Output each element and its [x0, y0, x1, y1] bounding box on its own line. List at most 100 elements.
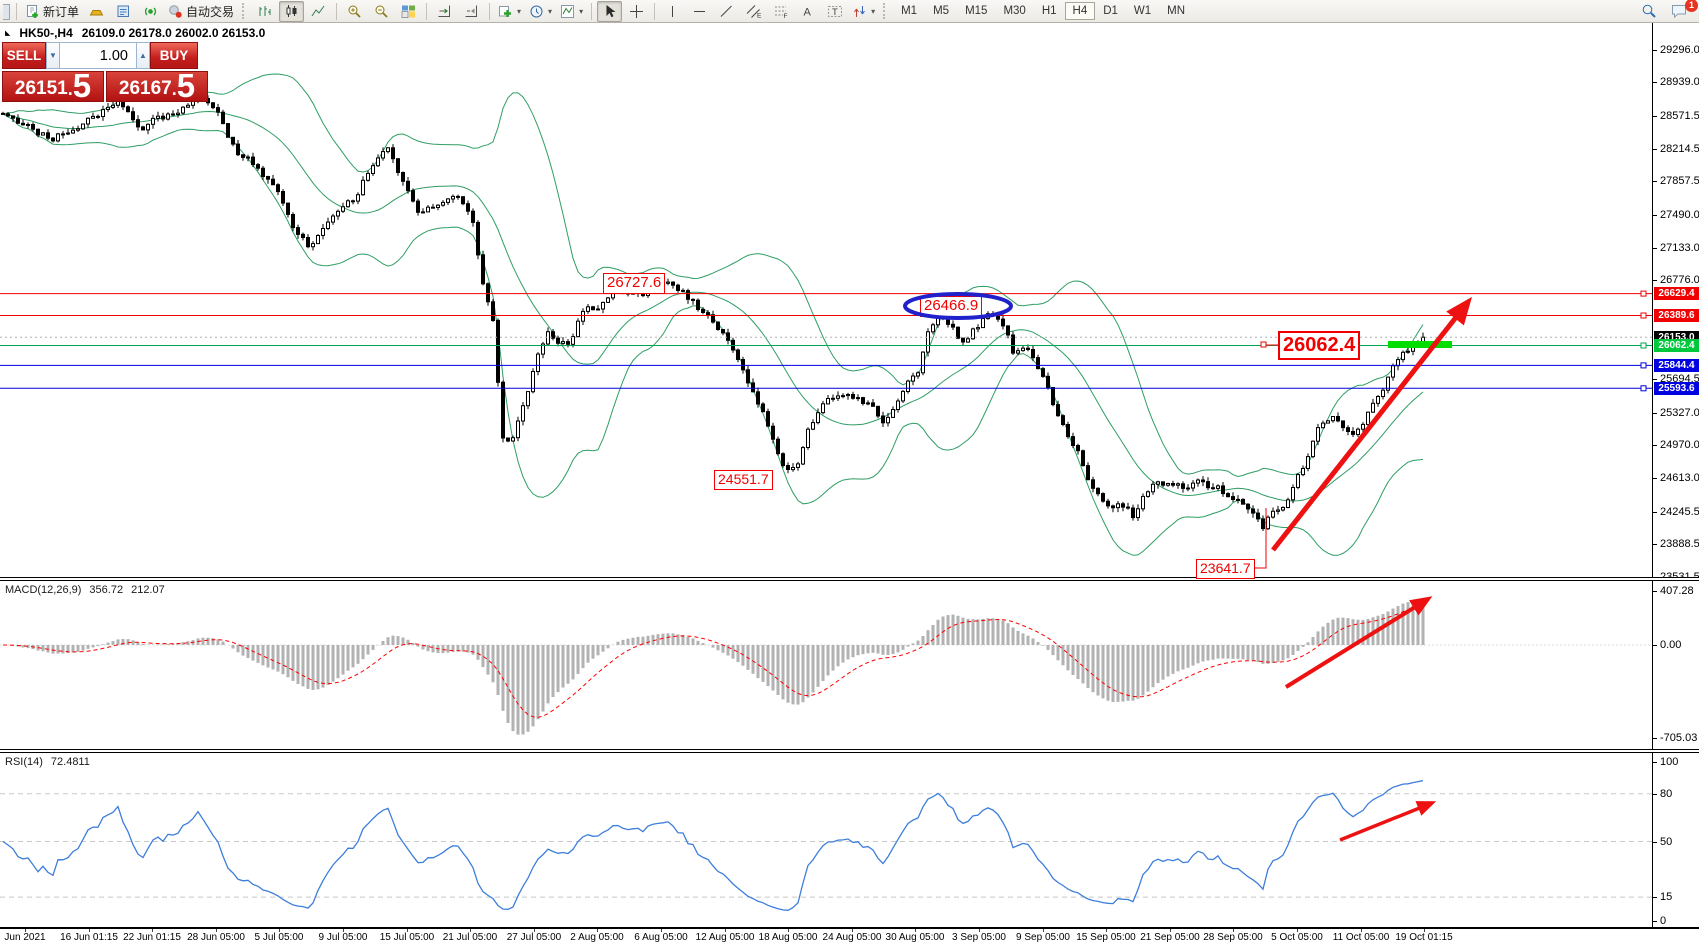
- svg-text:E: E: [757, 12, 762, 19]
- date-tick-mark: [725, 929, 726, 932]
- new-order-button[interactable]: 新订单: [22, 1, 82, 22]
- hline-price-label: 26062.4: [1654, 338, 1699, 352]
- indicators-icon: [561, 4, 575, 18]
- price-tick-label: 29296.0: [1660, 43, 1699, 56]
- zoom-in-button[interactable]: [342, 1, 367, 22]
- arrows-tool-icon: [854, 5, 865, 17]
- fibonacci-button[interactable]: F: [768, 1, 793, 22]
- bid-price-box[interactable]: 26151. 5: [2, 69, 104, 102]
- buy-button[interactable]: BUY: [150, 42, 198, 69]
- axis-tick-mark: [1653, 478, 1657, 480]
- chevron-down-icon: ▾: [871, 6, 876, 16]
- timeframe-m5[interactable]: M5: [933, 5, 950, 17]
- signal-icon: [144, 7, 157, 15]
- buy-label: BUY: [159, 48, 189, 63]
- symbol-marker-icon: ◣: [5, 30, 11, 37]
- fibonacci-icon: F: [774, 6, 787, 19]
- chat-button[interactable]: 1: [1667, 0, 1698, 22]
- sell-button[interactable]: SELL: [2, 42, 46, 69]
- line-chart-button[interactable]: [306, 1, 331, 22]
- date-tick-mark: [279, 929, 280, 932]
- toolbar-right-group: 1: [1636, 0, 1698, 22]
- date-tick-mark: [661, 929, 662, 932]
- toolbar-separator: [16, 2, 17, 20]
- toolbar-grip: [242, 3, 247, 19]
- timeframe-h4[interactable]: H4: [1064, 2, 1096, 20]
- timeframe-d1[interactable]: D1: [1103, 5, 1118, 17]
- vertical-line-button[interactable]: [660, 1, 685, 22]
- arrows-tool-button[interactable]: ▾: [849, 1, 878, 22]
- date-axis[interactable]: Jun 2021 16 Jun 01:15 22 Jun 01:15 28 Jun 0…: [0, 929, 1652, 944]
- zoom-out-button[interactable]: [369, 1, 394, 22]
- date-tick-label: 3 Sep 05:00: [952, 932, 1006, 943]
- date-tick-mark: [1297, 929, 1298, 932]
- annotation-price-label[interactable]: 26727.6: [603, 273, 666, 294]
- timeframe-h1[interactable]: H1: [1041, 5, 1057, 17]
- price-axis[interactable]: 29296.0 28939.0 28571.5 28214.5 27857.5 27490…: [1652, 23, 1699, 927]
- horizontal-line-button[interactable]: [687, 1, 712, 22]
- axis-tick-mark: [1653, 412, 1657, 414]
- date-tick-label: 28 Jun 05:00: [187, 932, 245, 943]
- price-tick-label: 0.00: [1660, 639, 1682, 651]
- date-tick-label: 19 Oct 01:15: [1395, 932, 1453, 943]
- ask-price-box[interactable]: 26167. 5: [106, 69, 208, 102]
- new-chart-button[interactable]: ▾: [495, 1, 524, 22]
- annotation-price-label[interactable]: 26466.9: [920, 296, 983, 317]
- price-tick-label: 27857.5: [1660, 175, 1699, 188]
- panel-separator[interactable]: [0, 749, 1699, 753]
- shift-chart-end-icon: [438, 5, 451, 17]
- price-tick-label: 28571.5: [1660, 109, 1699, 122]
- price-tick-label: 25327.0: [1660, 406, 1699, 419]
- date-tick-label: 2 Aug 05:00: [570, 932, 624, 943]
- one-click-trade-panel: SELL ▼ 1.00 ▲ BUY 26151. 5 26167. 5: [2, 42, 214, 102]
- equidistant-channel-button[interactable]: E: [741, 1, 766, 22]
- chart-header: ◣ HK50-,H4 26109.0 26178.0 26002.0 26153…: [5, 26, 265, 40]
- price-tick-label: 24613.0: [1660, 472, 1699, 485]
- hline-price-label: 25844.4: [1654, 358, 1699, 372]
- text-a-icon: A: [804, 6, 812, 18]
- text-label-button[interactable]: T: [822, 1, 847, 22]
- hline-price-label: 26389.6: [1654, 309, 1699, 323]
- timeframe-w1[interactable]: W1: [1133, 5, 1152, 17]
- toolbar-grip: [883, 3, 888, 19]
- new-chart-icon: [499, 5, 512, 17]
- signal-button[interactable]: [138, 1, 163, 22]
- volume-decrease-button[interactable]: ▼: [46, 42, 60, 69]
- text-tool-button[interactable]: A: [795, 1, 820, 22]
- auto-scroll-button[interactable]: [459, 1, 484, 22]
- search-button[interactable]: [1636, 1, 1661, 22]
- volume-input[interactable]: 1.00: [60, 42, 136, 69]
- shift-chart-end-button[interactable]: [432, 1, 457, 22]
- cursor-button[interactable]: [597, 0, 623, 22]
- annotation-price-label[interactable]: 26062.4: [1278, 331, 1361, 360]
- axis-tick-mark: [1653, 738, 1657, 740]
- candlestick-chart-button[interactable]: [279, 0, 305, 22]
- bar-chart-button[interactable]: [252, 1, 277, 22]
- timeframe-mn[interactable]: MN: [1167, 5, 1186, 17]
- annotation-price-label[interactable]: 23641.7: [1196, 559, 1255, 579]
- svg-text:A: A: [804, 6, 812, 18]
- tile-windows-button[interactable]: [396, 1, 421, 22]
- timeframe-m15[interactable]: M15: [965, 5, 988, 17]
- gold-button[interactable]: [84, 1, 109, 22]
- axis-tick-mark: [1653, 247, 1657, 249]
- panel-separator[interactable]: [0, 577, 1699, 581]
- crosshair-button[interactable]: [624, 1, 649, 22]
- date-tick-label: Jun 2021: [4, 932, 46, 943]
- annotation-price-label[interactable]: 24551.7: [714, 470, 773, 490]
- chart-canvas[interactable]: [0, 0, 1652, 944]
- date-tick-mark: [89, 929, 90, 932]
- date-tick-label: 28 Sep 05:00: [1203, 932, 1263, 943]
- indicators-button[interactable]: ▾: [557, 1, 586, 22]
- new-order-label: 新订单: [43, 4, 80, 19]
- vertical-line-icon: [672, 5, 674, 17]
- axis-tick-mark: [1653, 280, 1657, 282]
- line-chart-icon: [311, 5, 325, 16]
- periods-button[interactable]: ▾: [526, 1, 555, 22]
- timeframe-m30[interactable]: M30: [1003, 5, 1026, 17]
- trendline-button[interactable]: [714, 1, 739, 22]
- volume-increase-button[interactable]: ▲: [136, 42, 150, 69]
- auto-trading-button[interactable]: 自动交易: [165, 1, 237, 22]
- timeframe-m1[interactable]: M1: [901, 5, 918, 17]
- accounts-button[interactable]: [111, 1, 136, 22]
